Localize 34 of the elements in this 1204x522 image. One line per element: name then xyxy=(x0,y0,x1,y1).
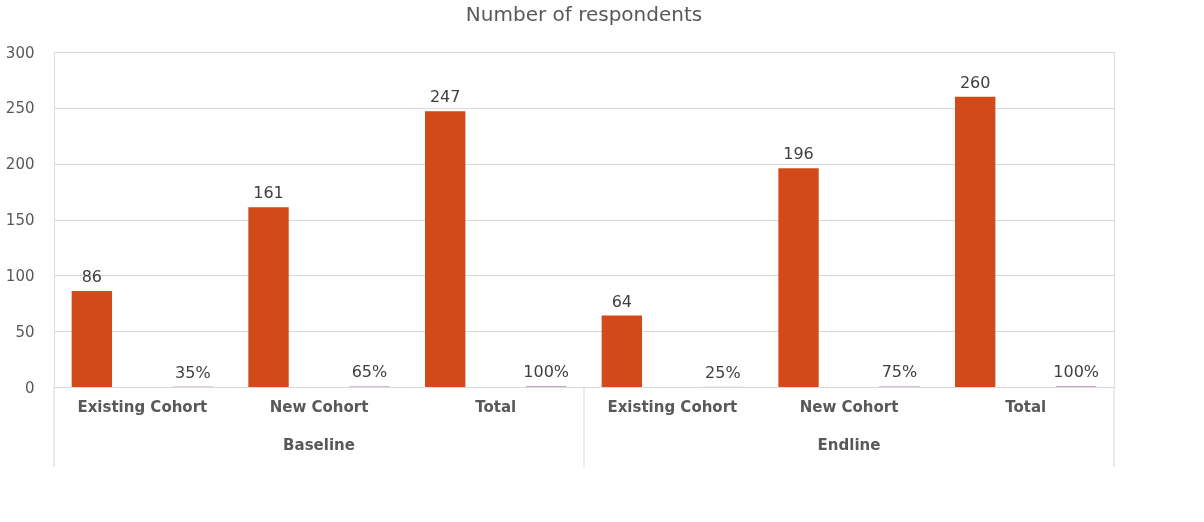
bar xyxy=(955,96,996,387)
data-label: 35% xyxy=(175,362,211,382)
data-label: 86 xyxy=(81,266,103,286)
x-tick-label: Total xyxy=(1005,397,1047,416)
data-label: 161 xyxy=(253,183,284,203)
x-tick-label: Total xyxy=(475,397,517,416)
text: Baseline xyxy=(283,436,355,454)
data-label: 196 xyxy=(783,144,814,164)
bar xyxy=(778,168,819,387)
y-tick-label: 250 xyxy=(5,99,35,118)
x-tick-label: Existing Cohort xyxy=(77,397,208,416)
data-label: 100% xyxy=(1053,361,1100,381)
x-tick-label: Existing Cohort xyxy=(607,397,738,416)
data-label: 25% xyxy=(705,362,741,382)
y-tick-label: 300 xyxy=(5,43,35,62)
data-label: 75% xyxy=(881,362,918,382)
text: Endline xyxy=(817,436,881,454)
chart-title: Number of respondents xyxy=(465,2,703,26)
data-label: 65% xyxy=(351,362,388,382)
bar xyxy=(248,207,289,387)
y-tick-label: 200 xyxy=(5,155,35,174)
y-tick-label: 100 xyxy=(5,266,35,285)
data-label: 64 xyxy=(611,291,633,311)
y-tick-label: 0 xyxy=(24,378,35,397)
bar xyxy=(601,315,643,387)
x-tick-label: New Cohort xyxy=(799,397,899,416)
x-tick-label: New Cohort xyxy=(269,397,369,416)
bar xyxy=(425,111,466,387)
data-label: 260 xyxy=(959,72,991,92)
y-tick-label: 150 xyxy=(5,211,35,229)
y-tick-label: 50 xyxy=(15,322,35,341)
data-label: 100% xyxy=(523,361,570,381)
data-label: 247 xyxy=(429,87,461,107)
bar xyxy=(71,290,113,387)
